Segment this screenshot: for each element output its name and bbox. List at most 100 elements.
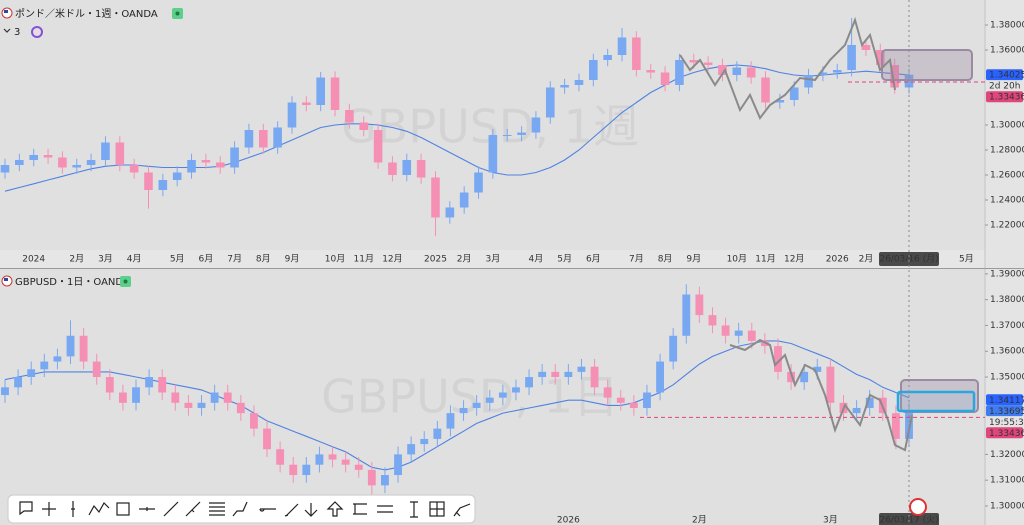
tool-arrow-up[interactable] xyxy=(326,501,344,517)
tool-ray[interactable] xyxy=(185,501,201,517)
candle-body xyxy=(525,377,533,388)
y-tick-label: 1.38000 xyxy=(990,21,1024,31)
candle-body xyxy=(643,392,651,408)
x-tick-label: 2025 xyxy=(424,255,447,265)
pane-title[interactable]: GBPUSD・1日・OANDA xyxy=(15,277,130,288)
y-tick-label: 1.31000 xyxy=(990,476,1024,486)
candle-body xyxy=(865,397,874,408)
candle-body xyxy=(689,60,699,63)
candle-body xyxy=(14,377,23,388)
tool-fibonacci[interactable] xyxy=(209,502,225,516)
indicators-toggle[interactable] xyxy=(3,28,11,33)
candle-body xyxy=(660,72,670,85)
tool-horizontal-line[interactable] xyxy=(139,507,155,511)
y-tick-label: 1.35000 xyxy=(990,373,1024,383)
candle-body xyxy=(258,130,268,148)
candle-body xyxy=(656,361,665,393)
candle-body xyxy=(498,392,507,398)
x-tick-label: 2月 xyxy=(859,254,874,265)
candle-body xyxy=(551,371,560,378)
candle-body xyxy=(603,387,612,398)
candle-body xyxy=(345,110,354,123)
x-tick-label: 9月 xyxy=(285,254,300,265)
y-tick-label: 1.24000 xyxy=(990,196,1024,206)
tool-measure-cross[interactable] xyxy=(430,502,444,516)
tool-brush[interactable] xyxy=(232,501,248,517)
candle-body xyxy=(675,60,684,85)
candle-body xyxy=(158,180,168,190)
tool-text[interactable] xyxy=(410,501,418,518)
tool-vertical-line[interactable] xyxy=(71,501,75,517)
x-tick-label: 5月 xyxy=(557,254,572,265)
candle-body xyxy=(847,45,856,70)
tool-parallel-channel[interactable] xyxy=(353,503,367,515)
x-tick-label: 6月 xyxy=(199,254,214,265)
tool-cross[interactable] xyxy=(42,502,56,516)
tool-trend-line[interactable] xyxy=(163,501,179,517)
x-tick-label: 3月 xyxy=(486,254,501,265)
tool-arrow-down[interactable] xyxy=(304,503,318,517)
candle-body xyxy=(590,366,599,388)
candle-body xyxy=(682,294,691,336)
drawn-rectangle[interactable] xyxy=(881,49,973,81)
y-tick-label: 1.26000 xyxy=(990,171,1024,181)
price-marker-label: 1.33436 xyxy=(989,429,1024,439)
y-tick-label: 1.28000 xyxy=(990,146,1024,156)
drawn-path[interactable] xyxy=(679,16,896,120)
candle-body xyxy=(433,428,442,439)
candle-body xyxy=(236,402,245,414)
candle-body xyxy=(354,464,363,470)
candle-body xyxy=(187,160,196,173)
candle-body xyxy=(118,392,127,403)
candle-body xyxy=(891,413,900,439)
price-marker-label: 2d 20h xyxy=(989,82,1020,92)
tool-more[interactable] xyxy=(453,503,471,517)
y-tick-label: 1.32000 xyxy=(990,450,1024,460)
tool-callout[interactable] xyxy=(19,501,33,516)
y-tick-label: 1.30000 xyxy=(990,121,1024,131)
candle-body xyxy=(223,392,232,403)
y-tick-label: 1.30000 xyxy=(990,501,1024,511)
toolbar-panel xyxy=(7,494,476,524)
tool-rectangle[interactable] xyxy=(116,502,130,516)
candle-body xyxy=(184,402,193,408)
candle-body xyxy=(0,165,10,173)
price-marker xyxy=(986,427,1023,439)
x-tick-label: 10月 xyxy=(727,254,747,265)
economic-event[interactable] xyxy=(909,498,927,516)
candle-body xyxy=(603,55,612,60)
candle-body xyxy=(459,407,468,414)
symbol-flag xyxy=(4,10,8,13)
x-tick-label: 6月 xyxy=(586,254,601,265)
price-marker xyxy=(986,394,1023,406)
candle-body xyxy=(787,371,796,383)
candle-body xyxy=(394,454,402,476)
candle-body xyxy=(616,397,625,403)
x-tick-label: 3月 xyxy=(98,254,113,265)
current-date-badge xyxy=(879,513,939,525)
tool-pen[interactable] xyxy=(284,503,299,517)
candle-body xyxy=(172,172,182,180)
drawn-rectangle[interactable] xyxy=(896,390,976,413)
candle-body xyxy=(29,155,39,160)
candle-body xyxy=(341,459,350,465)
symbol-flag xyxy=(4,278,8,281)
candle-body xyxy=(577,366,586,372)
indicator-icon[interactable] xyxy=(31,26,43,38)
candle-body xyxy=(861,45,871,50)
candle-body xyxy=(289,464,298,476)
candle-body xyxy=(40,361,49,370)
x-tick-label: 8月 xyxy=(658,254,673,265)
tool-zigzag[interactable] xyxy=(88,502,110,516)
candle-body xyxy=(315,454,324,465)
drawn-path[interactable] xyxy=(729,338,913,452)
tool-price-range[interactable] xyxy=(377,505,393,513)
pane-title[interactable]: ポンド／米ドル・1週・OANDA xyxy=(15,7,158,20)
candle-body xyxy=(230,147,239,168)
x-tick-label: 11月 xyxy=(354,254,374,265)
candle-body xyxy=(330,77,340,110)
candle-body xyxy=(244,130,254,148)
tool-extended-line[interactable] xyxy=(259,508,276,512)
